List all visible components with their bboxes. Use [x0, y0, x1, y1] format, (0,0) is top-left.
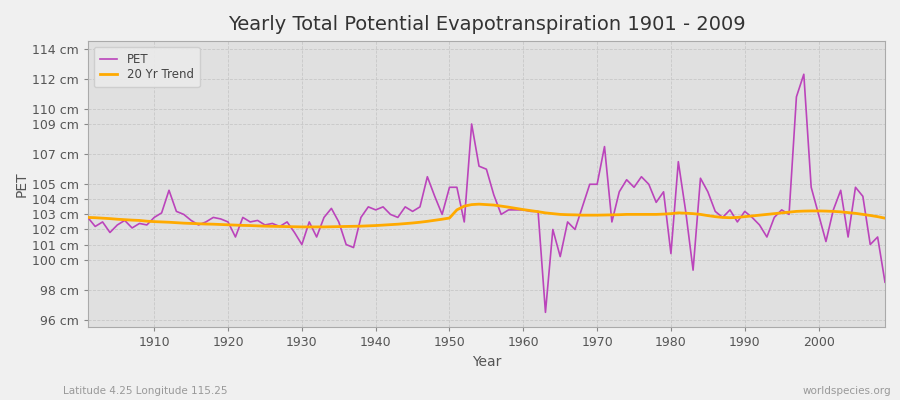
PET: [348, 245, 359, 250]
Title: Yearly Total Potential Evapotranspiration 1901 - 2009: Yearly Total Potential Evapotranspiratio…: [228, 15, 745, 34]
PET: [510, 208, 521, 212]
X-axis label: Year: Year: [472, 355, 501, 369]
20 Yr Trend: [621, 212, 632, 217]
20 Yr Trend: [296, 224, 307, 229]
20 Yr Trend: [526, 208, 536, 213]
PET: [879, 280, 890, 285]
20 Yr Trend: [879, 216, 890, 220]
20 Yr Trend: [356, 224, 366, 228]
Line: PET: PET: [88, 74, 885, 312]
20 Yr Trend: [311, 224, 322, 229]
PET: [518, 208, 528, 212]
PET: [614, 189, 625, 194]
PET: [83, 215, 94, 220]
PET: [304, 220, 315, 224]
Y-axis label: PET: PET: [15, 172, 29, 197]
Line: 20 Yr Trend: 20 Yr Trend: [88, 204, 885, 227]
Legend: PET, 20 Yr Trend: PET, 20 Yr Trend: [94, 47, 200, 87]
20 Yr Trend: [533, 209, 544, 214]
20 Yr Trend: [473, 202, 484, 206]
20 Yr Trend: [83, 215, 94, 220]
Text: worldspecies.org: worldspecies.org: [803, 386, 891, 396]
PET: [798, 72, 809, 77]
PET: [540, 310, 551, 315]
Text: Latitude 4.25 Longitude 115.25: Latitude 4.25 Longitude 115.25: [63, 386, 228, 396]
20 Yr Trend: [141, 219, 152, 224]
PET: [141, 222, 152, 227]
